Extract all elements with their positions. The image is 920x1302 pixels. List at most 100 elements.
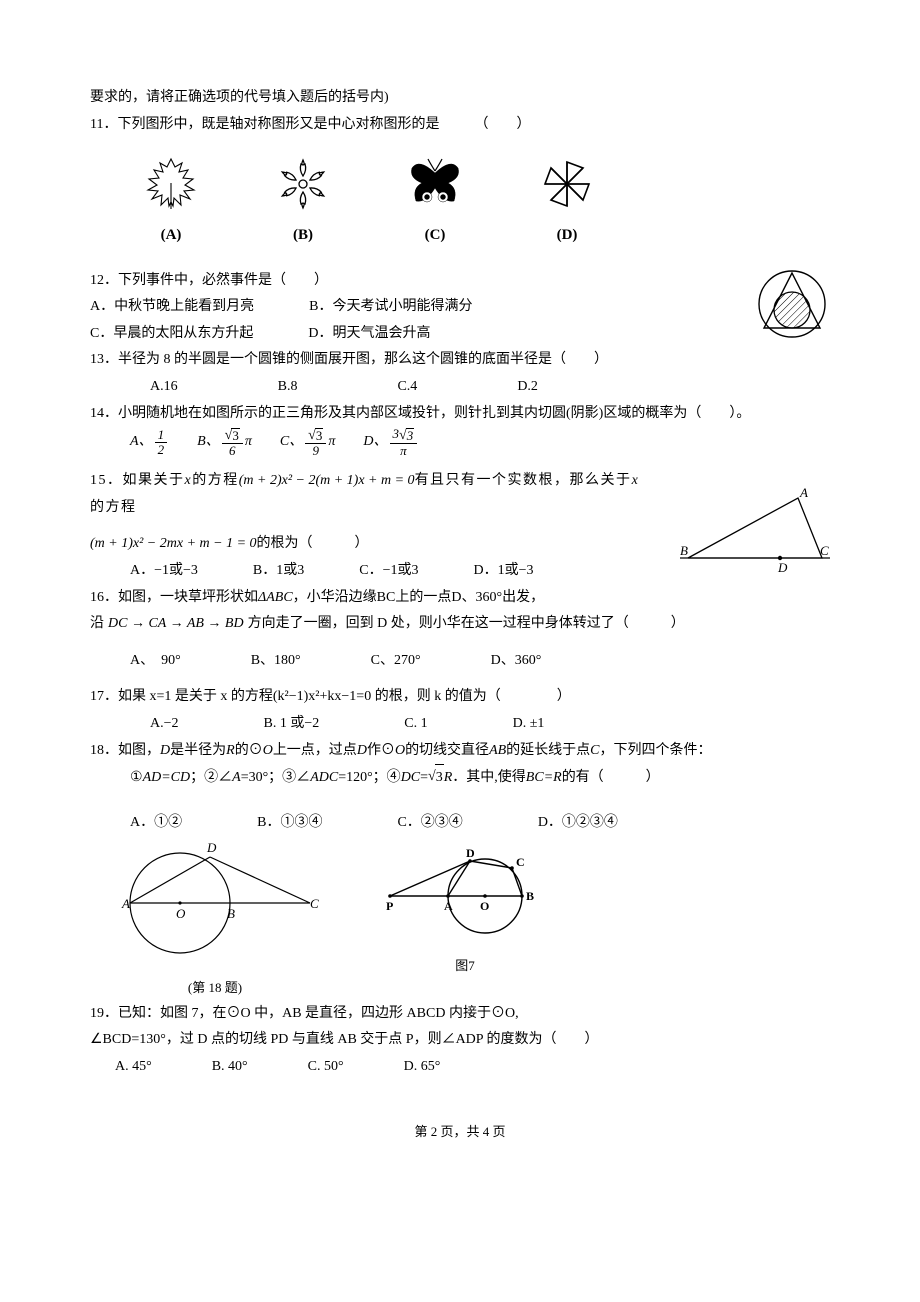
q18: 18． 如图， D 是半径为 R 的⊙ O 上一点，过点 D 作⊙ O 的切线交…: [90, 738, 830, 765]
q14-c-num: 3: [305, 427, 326, 444]
q18-c3eq: =120°；④: [338, 765, 401, 792]
q15-b: B．1或3: [253, 558, 304, 585]
fig-c-box: (C): [404, 153, 466, 250]
q19-text1: 已知：如图 7，在⊙O 中，AB 是直径，四边形 ABCD 内接于⊙O,: [118, 1001, 519, 1028]
q15-eq2: (m + 1)x² − 2mx + m − 1 = 0: [90, 531, 257, 558]
q14-d-label: D、: [363, 429, 387, 456]
q15-text2: 的方程: [192, 468, 239, 495]
q18-bc: BC: [526, 765, 544, 792]
q18-img7-label: 图7: [380, 954, 550, 979]
q18-c4a: DC: [401, 765, 420, 792]
tangent-circle-icon: A O B C D: [110, 828, 320, 963]
instructions: 要求的，请将正确选项的代号填入题后的括号内): [90, 85, 830, 112]
q18-text8: ，下列四个条件：: [600, 738, 712, 765]
q18-text4: 上一点，过点: [273, 738, 357, 765]
q14-a: A、 12: [130, 428, 169, 458]
q15-line2: (m + 1)x² − 2mx + m − 1 = 0 的根为（ ）: [90, 531, 670, 558]
q17-d: D. ±1: [513, 711, 545, 738]
fig-b-label: (B): [293, 221, 313, 250]
q18-c4rad: 3: [435, 764, 444, 792]
q18-figures: A O B C D (第 18 题) P A O B D C: [90, 828, 830, 1000]
q12-c: C．早晨的太阳从东方升起: [90, 321, 253, 348]
q14-c-rad: 3: [315, 428, 324, 443]
q12-b: B．今天考试小明能得满分: [309, 294, 472, 321]
q16-pre: 沿: [90, 611, 104, 638]
q12-text: 下列事件中，必然事件是（ ）: [118, 268, 328, 295]
q16-path: DC → CA → AB → BD: [108, 611, 244, 638]
q13-text: 半径为 8 的半圆是一个圆锥的侧面展开图，那么这个圆锥的底面半径是（ ）: [118, 347, 608, 374]
q16-post: 方向走了一圈，回到 D 处，则小华在这一过程中身体转过了（ ）: [248, 611, 685, 638]
q16-bc: BC: [377, 585, 396, 612]
fig-b-box: (B): [272, 153, 334, 250]
q18-o: O: [263, 738, 273, 765]
q18-opc: C．②③④: [397, 810, 462, 837]
q19-text2: ∠BCD=130°，过 D 点的切线 PD 与直线 AB 交于点 P，则∠ADP…: [90, 1027, 599, 1054]
q12-a: A．中秋节晚上能看到月亮: [90, 294, 254, 321]
q16-a: A、 90°: [130, 648, 181, 675]
q11-num: 11．: [90, 112, 117, 139]
q12-num: 12．: [90, 268, 118, 295]
q14-a-den: 2: [155, 443, 168, 457]
q14-b-label: B、: [197, 429, 220, 456]
q14-d-rad: 3: [406, 428, 415, 443]
q19-c: C. 50°: [308, 1054, 344, 1081]
q14: 14． 小明随机地在如图所示的正三角形及其内部区域投针，则针扎到其内切圆(阴影)…: [90, 401, 830, 428]
q15-opts: A．−1或−3 B．1或3 C．−1或3 D．1或−3: [90, 558, 670, 585]
q12-opts-row2: C．早晨的太阳从东方升起 D．明天气温会升高: [90, 321, 744, 348]
q14-d: D、 33π: [363, 427, 419, 458]
q18-cend: ．其中,使得: [452, 765, 526, 792]
q18-caption: (第 18 题): [110, 976, 320, 1001]
triangle-abc-icon: A B C D: [680, 488, 830, 578]
snowflake-icon: [272, 153, 334, 215]
q15-d: D．1或−3: [473, 558, 533, 585]
q16-text3: 上的一点: [395, 585, 451, 612]
q11: 11． 下列图形中，既是轴对称图形又是中心对称图形的是 （ ）: [90, 112, 830, 139]
q12-opts-row1: A．中秋节晚上能看到月亮 B．今天考试小明能得满分: [90, 294, 744, 321]
q13-c: C.4: [397, 374, 417, 401]
q18-num: 18．: [90, 738, 118, 765]
fig-d-label: (D): [557, 221, 578, 250]
leaf-icon: [140, 153, 202, 215]
q13-d: D.2: [517, 374, 538, 401]
q18-end: 的有（ ）: [562, 765, 660, 792]
q18-conditions: ① AD=CD ；②∠ A =30°；③∠ ADC =120°；④ DC = 3…: [90, 764, 830, 792]
fig-a-label: (A): [161, 221, 182, 250]
q14-opts: A、 12 B、 36 π C、 39 π D、 33π: [90, 427, 830, 458]
q18-text1: 如图，: [118, 738, 160, 765]
q18-text2: 是半径为: [170, 738, 226, 765]
q13-num: 13．: [90, 347, 118, 374]
svg-text:C: C: [820, 543, 829, 558]
q15-text5: 的根为（ ）: [257, 531, 369, 558]
q18-c2: ；②∠: [190, 765, 232, 792]
q14-b-suf: π: [245, 429, 252, 456]
q12: 12． 下列事件中，必然事件是（ ）: [90, 268, 744, 295]
q17-num: 17．: [90, 684, 118, 711]
q15-eq: (m + 2)x² − 2(m + 1)x + m = 0: [239, 468, 415, 495]
svg-text:B: B: [227, 906, 235, 921]
intro-text: 要求的，请将正确选项的代号填入题后的括号内): [90, 85, 389, 112]
q18-c1: ①: [130, 765, 143, 792]
q18-c3a: ADC: [310, 765, 338, 792]
q17-a: A.−2: [150, 711, 179, 738]
q17-c: C. 1: [404, 711, 427, 738]
q18-text5: 作⊙: [367, 738, 395, 765]
svg-text:B: B: [680, 543, 688, 558]
q14-num: 14．: [90, 401, 118, 428]
q14-figure: [754, 268, 830, 351]
q17-b: B. 1 或−2: [264, 711, 320, 738]
q14-c-den: 9: [310, 444, 323, 458]
q18-ab: AB: [489, 738, 506, 765]
q14-b-den: 6: [226, 444, 239, 458]
q13: 13． 半径为 8 的半圆是一个圆锥的侧面展开图，那么这个圆锥的底面半径是（ ）: [90, 347, 744, 374]
q14-b: B、 36 π: [197, 427, 252, 458]
q15-text3: 有且只有一个实数根，那么关于: [415, 468, 632, 495]
q16-line2: 沿 DC → CA → AB → BD 方向走了一圈，回到 D 处，则小华在这一…: [90, 611, 830, 638]
q17-text: 如果 x=1 是关于 x 的方程(k²−1)x²+kx−1=0 的根，则 k 的…: [118, 684, 571, 711]
svg-text:C: C: [310, 896, 319, 911]
q18-c2eq: =30°；③∠: [241, 765, 311, 792]
svg-text:C: C: [516, 855, 525, 869]
q18-text6: 的切线交直径: [405, 738, 489, 765]
q16-text2: ，小华沿边缘: [293, 585, 377, 612]
q14-text: 小明随机地在如图所示的正三角形及其内部区域投针，则针扎到其内切圆(阴影)区域的概…: [118, 401, 750, 428]
q16-figure: A B C D: [680, 488, 830, 589]
